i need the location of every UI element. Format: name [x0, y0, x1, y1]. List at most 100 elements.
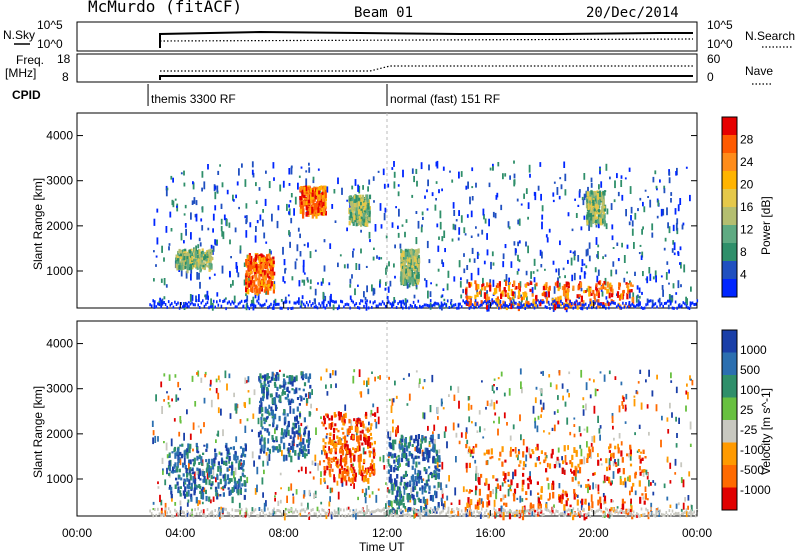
velocity-feature-cell: [430, 435, 433, 439]
power-noise-cell: [639, 302, 641, 306]
power-feature-cell: [301, 186, 304, 190]
power-feature-cell: [353, 202, 356, 207]
power-cell: [656, 187, 658, 191]
velocity-feature-cell: [306, 439, 309, 443]
power-feature-cell: [261, 272, 264, 279]
power-feature-cell: [416, 253, 419, 256]
power-feature-cell: [272, 262, 275, 268]
velocity-feature-cell: [282, 385, 285, 388]
nave-tick-high: 60: [707, 52, 721, 66]
power-cell: [221, 265, 224, 274]
power-feature-cell: [545, 296, 549, 304]
power-cell: [358, 185, 361, 194]
power-noise-cell: [490, 303, 492, 307]
velocity-cell: [320, 416, 322, 419]
velocity-cell: [577, 483, 580, 487]
power-noise-cell: [521, 304, 523, 308]
velocity-cell: [427, 474, 430, 481]
power-cell: [468, 258, 471, 263]
power-feature-cell: [199, 258, 202, 265]
velocity-feature-cell: [200, 488, 203, 492]
velocity-cell: [499, 485, 502, 491]
velocity-cell: [520, 434, 522, 441]
power-cell: [631, 220, 634, 227]
velocity-cell: [600, 458, 602, 461]
velocity-feature-cell: [231, 487, 234, 493]
velocity-cell: [457, 423, 460, 428]
velocity-feature-cell: [392, 439, 395, 447]
velocity-feature-cell: [293, 426, 296, 430]
power-cell: [594, 267, 597, 273]
power-feature-cell: [313, 186, 316, 190]
velocity-feature-cell: [273, 440, 276, 443]
power-cell: [529, 173, 531, 178]
power-feature-cell: [205, 262, 208, 267]
velocity-cell: [254, 488, 257, 495]
power-cell: [508, 226, 511, 230]
velocity-feature-cell: [357, 440, 360, 444]
velocity-feature-cell: [292, 446, 295, 453]
power-feature-cell: [207, 249, 210, 255]
velocity-feature-cell: [226, 467, 229, 472]
power-feature-cell: [616, 291, 620, 298]
velocity-cell: [375, 421, 378, 429]
velocity-cell: [546, 462, 549, 468]
power-cell: [579, 275, 582, 280]
power-noise-cell: [205, 302, 207, 306]
velocity-cell: [314, 454, 317, 462]
power-noise-cell: [577, 302, 579, 306]
velocity-feature-cell: [324, 445, 327, 448]
velocity-feature-cell: [300, 441, 303, 449]
power-feature-cell: [417, 264, 420, 271]
power-cell: [517, 268, 520, 272]
velocity-cell: [644, 486, 647, 492]
velocity-feature-cell: [292, 436, 295, 444]
velocity-feature-cell: [278, 415, 281, 422]
velocity-cell: [519, 414, 521, 422]
power-feature-cell: [178, 256, 181, 263]
velocity-feature-cell: [330, 460, 333, 463]
velocity-feature-cell: [423, 467, 426, 472]
power-cell: [527, 216, 529, 220]
velocity-feature-cell: [168, 452, 171, 458]
power-cell: [424, 278, 426, 281]
power-feature-cell: [417, 248, 420, 254]
velocity-cell: [624, 421, 627, 424]
velocity-feature-cell: [307, 441, 310, 445]
power-cell: [195, 200, 198, 206]
power-cell: [670, 198, 672, 203]
power-feature-cell: [202, 251, 205, 255]
velocity-cell: [311, 389, 313, 395]
velocity-feature-cell: [334, 443, 337, 448]
velocity-cell: [648, 369, 650, 377]
velocity-feature-cell: [261, 396, 265, 402]
velocity-cell: [266, 459, 269, 466]
velocity-feature-cell: [306, 398, 309, 404]
power-feature-cell: [604, 302, 607, 307]
power-feature-cell: [600, 285, 603, 290]
velocity-feature-cell: [280, 432, 283, 436]
power-noise-cell: [508, 303, 511, 307]
power-feature-cell: [196, 249, 200, 255]
velocity-feature-cell: [414, 499, 417, 505]
velocity-feature-cell: [241, 464, 244, 470]
velocity-feature-cell: [412, 486, 415, 492]
power-feature-cell: [271, 271, 274, 276]
velocity-cell: [633, 395, 636, 398]
power-cell: [662, 289, 664, 297]
power-feature-cell: [357, 201, 361, 207]
velocity-cell: [256, 484, 258, 493]
velocity-feature-cell: [198, 462, 201, 465]
velocity-feature-cell: [307, 444, 310, 449]
velocity-cell: [388, 376, 390, 380]
power-feature-cell: [190, 255, 193, 258]
velocity-cell: [494, 412, 497, 416]
power-cell: [399, 243, 402, 249]
power-feature-cell: [354, 199, 357, 203]
power-noise-cell: [426, 303, 429, 307]
velocity-feature-cell: [188, 447, 191, 454]
power-cell: [282, 246, 284, 255]
power-feature-cell: [263, 276, 266, 282]
power-feature-cell: [534, 303, 537, 307]
velocity-cell: [612, 500, 614, 503]
